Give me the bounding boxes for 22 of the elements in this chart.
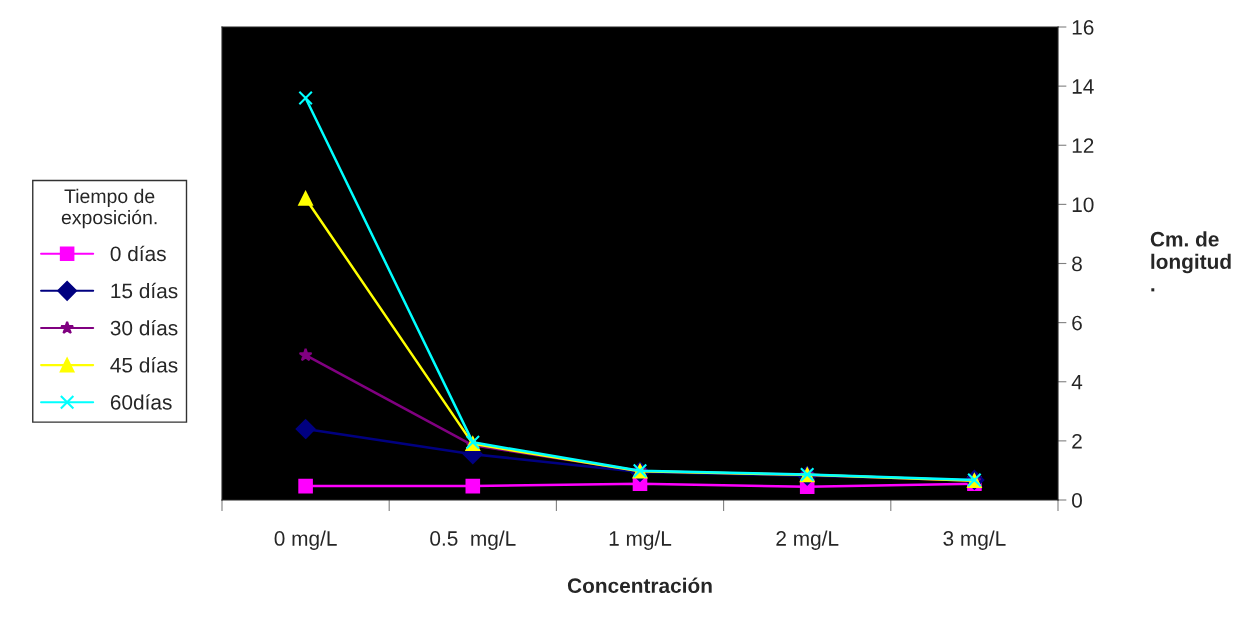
legend-label: 15 días — [111, 282, 178, 299]
legend-title: Tiempo de exposición. — [61, 188, 157, 229]
y-tick-label: 16 — [1072, 20, 1094, 35]
legend-label: 30 días — [110, 319, 178, 336]
y-tick-label: 6 — [1072, 315, 1082, 331]
x-tick-label: 0 mg/L — [274, 530, 337, 550]
x-tick-label: 0.5 mg/L — [430, 530, 516, 550]
x-tick-label: 2 mg/L — [776, 530, 839, 550]
y-tick-label: 12 — [1072, 138, 1094, 153]
y-tick-label: 2 — [1072, 433, 1082, 449]
y-tick-label: 0 — [1072, 493, 1082, 508]
y-tick-label: 10 — [1072, 197, 1094, 213]
x-tick-label: 1 mg/L — [609, 530, 672, 550]
legend-label: 60días — [110, 394, 172, 410]
legend-label: 0 días — [110, 245, 166, 262]
y-axis-title: Cm. de longitud . — [1150, 231, 1231, 292]
y-tick-label: 14 — [1072, 79, 1094, 94]
y-tick-label: 4 — [1071, 374, 1083, 390]
legend-label: 45 días — [110, 357, 178, 373]
x-tick-label: 3 mg/L — [943, 530, 1006, 550]
x-axis-title: Concentración — [567, 577, 712, 594]
y-tick-label: 8 — [1072, 256, 1082, 272]
